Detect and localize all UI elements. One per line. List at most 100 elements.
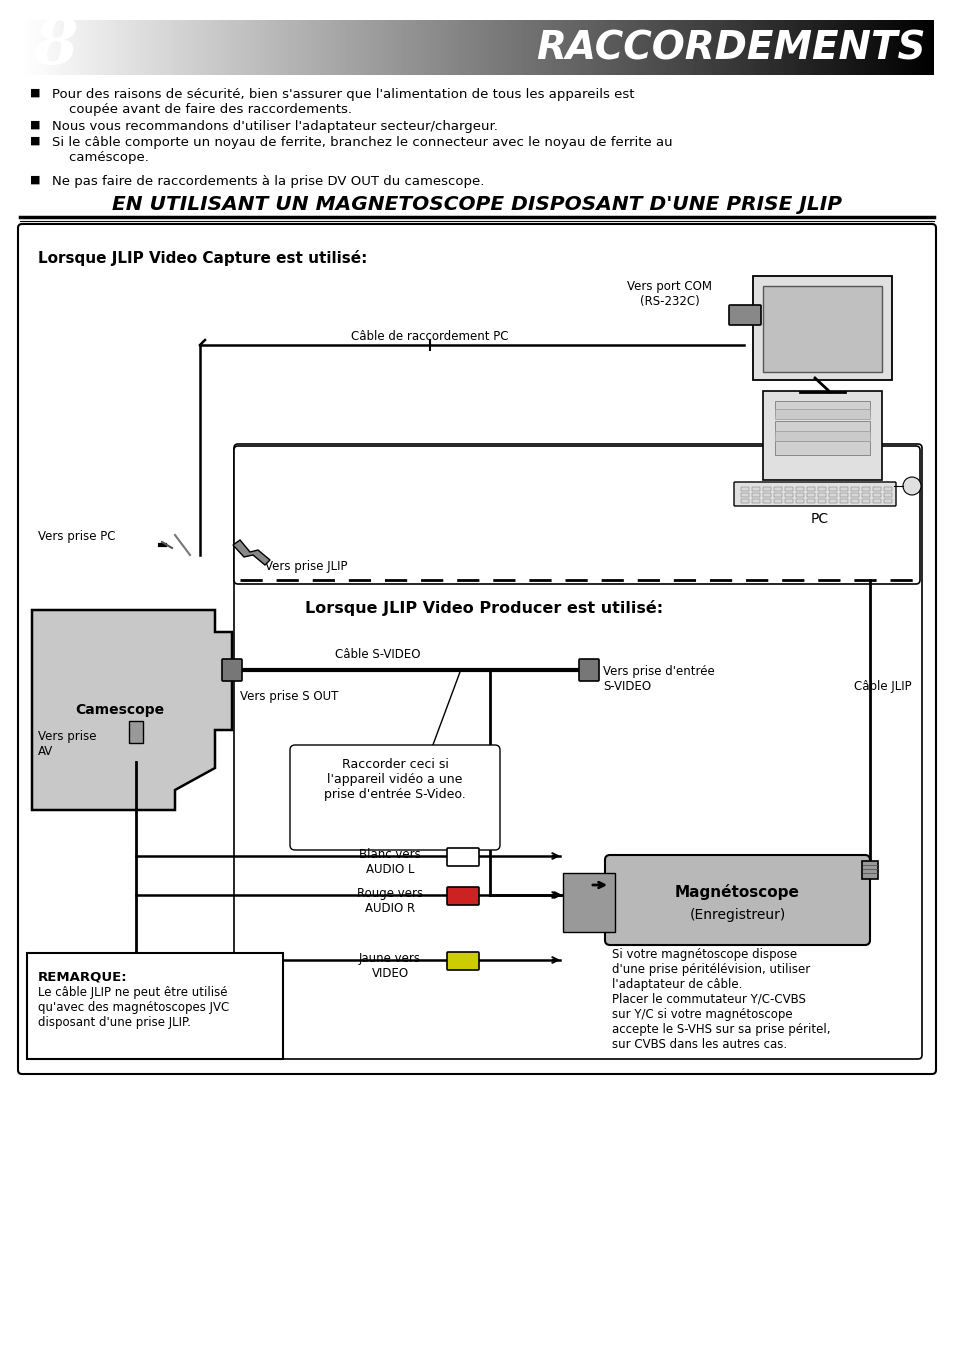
Text: (Enregistreur): (Enregistreur) [689,908,785,921]
FancyBboxPatch shape [862,499,869,503]
Text: Lorsque JLIP Video Producer est utilisé:: Lorsque JLIP Video Producer est utilisé: [305,600,662,617]
FancyBboxPatch shape [578,659,598,682]
Text: Si le câble comporte un noyau de ferrite, branchez le connecteur avec le noyau d: Si le câble comporte un noyau de ferrite… [52,136,672,164]
Text: ■: ■ [30,121,40,130]
FancyBboxPatch shape [828,493,836,497]
Text: 8: 8 [32,16,77,77]
FancyBboxPatch shape [762,486,770,491]
Circle shape [902,477,920,495]
FancyBboxPatch shape [784,499,792,503]
FancyBboxPatch shape [447,953,478,970]
Text: ■: ■ [30,136,40,146]
Text: Raccorder ceci si
l'appareil vidéo a une
prise d'entrée S-Video.: Raccorder ceci si l'appareil vidéo a une… [324,757,465,801]
FancyBboxPatch shape [850,486,858,491]
Text: RACCORDEMENTS: RACCORDEMENTS [536,28,925,66]
FancyBboxPatch shape [18,224,935,1075]
FancyBboxPatch shape [806,493,814,497]
FancyBboxPatch shape [604,855,869,944]
Text: Câble S-VIDEO: Câble S-VIDEO [335,648,420,661]
FancyBboxPatch shape [751,493,760,497]
FancyBboxPatch shape [862,486,869,491]
Text: Câble AUDIO/VIDEO: Câble AUDIO/VIDEO [161,1009,278,1023]
Text: Vers prise JLIP: Vers prise JLIP [265,560,347,573]
FancyBboxPatch shape [728,305,760,325]
FancyBboxPatch shape [784,486,792,491]
FancyBboxPatch shape [817,493,825,497]
FancyBboxPatch shape [872,499,880,503]
FancyBboxPatch shape [740,486,748,491]
FancyBboxPatch shape [773,486,781,491]
Text: Vers prise d'entrée
S-VIDEO: Vers prise d'entrée S-VIDEO [602,665,714,692]
FancyBboxPatch shape [774,409,869,419]
Text: Le câble JLIP ne peut être utilisé
qu'avec des magnétoscopes JVC
disposant d'une: Le câble JLIP ne peut être utilisé qu'av… [38,986,229,1028]
Text: Câble JLIP: Câble JLIP [853,680,911,692]
FancyBboxPatch shape [795,486,803,491]
FancyBboxPatch shape [862,860,877,879]
FancyBboxPatch shape [872,486,880,491]
Text: Vers port COM
(RS-232C): Vers port COM (RS-232C) [627,280,712,308]
FancyBboxPatch shape [233,446,919,584]
FancyBboxPatch shape [447,848,478,866]
Text: REMARQUE:: REMARQUE: [38,970,128,982]
FancyBboxPatch shape [290,745,499,850]
FancyBboxPatch shape [795,499,803,503]
FancyBboxPatch shape [222,659,242,682]
Text: Jaune vers
VIDEO: Jaune vers VIDEO [358,953,420,980]
FancyBboxPatch shape [862,493,869,497]
Text: Vers prise
AV: Vers prise AV [38,730,96,757]
FancyBboxPatch shape [751,486,760,491]
Polygon shape [233,541,270,565]
FancyBboxPatch shape [774,401,869,415]
FancyBboxPatch shape [806,486,814,491]
Text: EN UTILISANT UN MAGNETOSCOPE DISPOSANT D'UNE PRISE JLIP: EN UTILISANT UN MAGNETOSCOPE DISPOSANT D… [112,195,841,214]
Text: Vers prise PC: Vers prise PC [38,530,115,543]
FancyBboxPatch shape [817,499,825,503]
FancyBboxPatch shape [762,286,882,373]
Text: Ne pas faire de raccordements à la prise DV OUT du camescope.: Ne pas faire de raccordements à la prise… [52,175,484,188]
FancyBboxPatch shape [840,493,847,497]
FancyBboxPatch shape [850,493,858,497]
Text: Nous vous recommandons d'utiliser l'adaptateur secteur/chargeur.: Nous vous recommandons d'utiliser l'adap… [52,121,497,133]
FancyBboxPatch shape [806,499,814,503]
FancyBboxPatch shape [740,493,748,497]
Polygon shape [32,610,232,810]
Text: Magnétoscope: Magnétoscope [675,883,800,900]
Text: Vers prise S OUT: Vers prise S OUT [240,690,338,703]
FancyBboxPatch shape [751,499,760,503]
FancyBboxPatch shape [828,486,836,491]
FancyBboxPatch shape [840,486,847,491]
FancyBboxPatch shape [872,493,880,497]
FancyBboxPatch shape [762,392,882,480]
Text: ■: ■ [30,88,40,98]
Text: ■: ■ [30,175,40,186]
FancyBboxPatch shape [773,493,781,497]
FancyBboxPatch shape [129,721,143,743]
FancyBboxPatch shape [774,431,869,440]
FancyBboxPatch shape [840,499,847,503]
FancyBboxPatch shape [774,440,869,455]
Text: Câble de raccordement PC: Câble de raccordement PC [351,331,508,343]
FancyBboxPatch shape [817,486,825,491]
FancyBboxPatch shape [828,499,836,503]
Text: Rouge vers
AUDIO R: Rouge vers AUDIO R [356,888,422,915]
FancyBboxPatch shape [773,499,781,503]
FancyBboxPatch shape [752,276,891,379]
FancyBboxPatch shape [883,499,891,503]
FancyBboxPatch shape [233,444,921,1060]
FancyBboxPatch shape [733,482,895,505]
Text: Lorsque JLIP Video Capture est utilisé:: Lorsque JLIP Video Capture est utilisé: [38,251,367,266]
FancyBboxPatch shape [883,486,891,491]
FancyBboxPatch shape [774,421,869,435]
Text: Blanc vers
AUDIO L: Blanc vers AUDIO L [358,848,420,875]
FancyBboxPatch shape [784,493,792,497]
FancyBboxPatch shape [447,888,478,905]
FancyBboxPatch shape [762,499,770,503]
Text: PC: PC [810,512,828,526]
FancyBboxPatch shape [762,493,770,497]
FancyBboxPatch shape [27,953,283,1060]
Text: Si votre magnétoscope dispose
d'une prise péritélévision, utiliser
l'adaptateur : Si votre magnétoscope dispose d'une pris… [612,948,830,1051]
FancyBboxPatch shape [883,493,891,497]
Text: Pour des raisons de sécurité, bien s'assurer que l'alimentation de tous les appa: Pour des raisons de sécurité, bien s'ass… [52,88,634,117]
Text: Vers prise JLIP: Vers prise JLIP [784,879,866,893]
FancyBboxPatch shape [795,493,803,497]
